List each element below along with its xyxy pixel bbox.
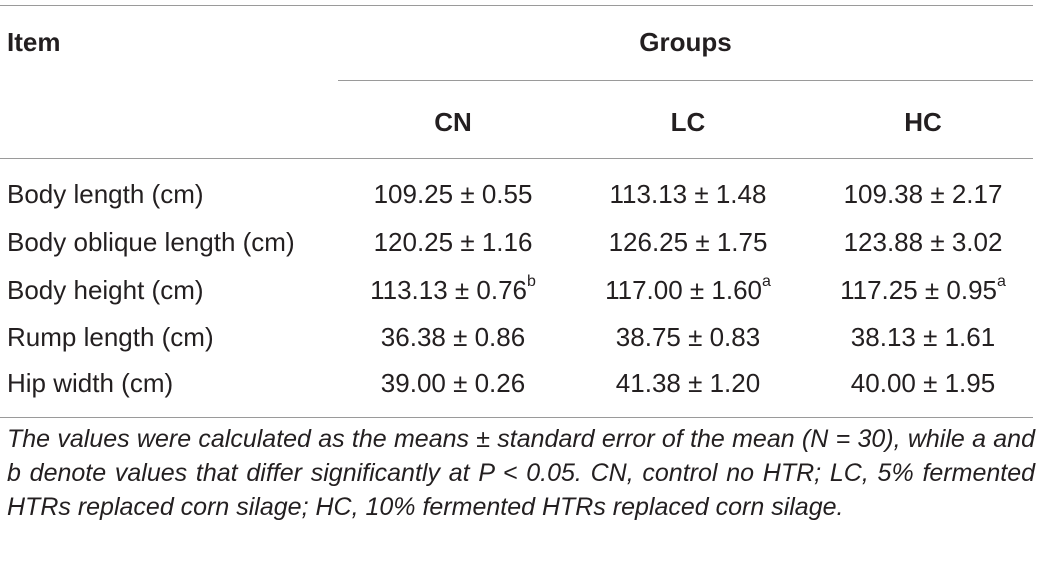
column-header-lc: LC (670, 107, 706, 137)
value-cell-cn: 36.38 ± 0.86 (380, 322, 526, 352)
value-cell-cn: 39.00 ± 0.26 (380, 368, 526, 398)
significance-letter: a (762, 273, 771, 291)
value-cell-hc: 123.88 ± 3.02 (843, 227, 1003, 257)
value-cell-lc: 113.13 ± 1.48 (609, 179, 767, 209)
significance-letter: b (527, 273, 536, 291)
item-column-header: Item (7, 27, 61, 57)
table-row: Body oblique length (cm) 120.25 ± 1.16 1… (0, 218, 1033, 266)
value-cell-lc: 41.38 ± 1.20 (615, 368, 761, 398)
value-cell-cn: 120.25 ± 1.16 (373, 227, 533, 257)
row-label: Rump length (cm) (7, 322, 214, 352)
value-cell-hc: 117.25 ± 0.95a (840, 273, 1006, 305)
row-label: Body oblique length (cm) (7, 227, 295, 257)
groups-column-header: Groups (639, 27, 732, 57)
table-top-rule (0, 5, 1033, 6)
value-cell-lc: 117.00 ± 1.60a (605, 273, 771, 305)
table-row: Rump length (cm) 36.38 ± 0.86 38.75 ± 0.… (0, 313, 1033, 361)
value-cell-lc: 126.25 ± 1.75 (608, 227, 768, 257)
value-cell-hc: 40.00 ± 1.95 (850, 368, 996, 398)
table-row: Hip width (cm) 39.00 ± 0.26 41.38 ± 1.20… (0, 359, 1033, 407)
groups-underline-rule (338, 80, 1033, 81)
table-row: Body height (cm) 113.13 ± 0.76b 117.00 ±… (0, 266, 1033, 314)
row-label: Hip width (cm) (7, 368, 174, 398)
value-cell-hc: 38.13 ± 1.61 (850, 322, 996, 352)
table-bottom-rule (0, 417, 1033, 418)
row-label: Body height (cm) (7, 275, 204, 305)
significance-letter: a (997, 273, 1006, 291)
row-label: Body length (cm) (7, 179, 204, 209)
value-cell-cn: 113.13 ± 0.76b (370, 273, 536, 305)
header-bottom-rule (0, 158, 1033, 159)
value-cell-hc: 109.38 ± 2.17 (843, 179, 1003, 209)
column-header-hc: HC (904, 107, 942, 137)
table-row: Body length (cm) 109.25 ± 0.55 113.13 ± … (0, 170, 1033, 218)
value-cell-cn: 109.25 ± 0.55 (373, 179, 533, 209)
table-footnote: The values were calculated as the means … (7, 425, 1035, 521)
value-cell-lc: 38.75 ± 0.83 (615, 322, 761, 352)
column-header-cn: CN (434, 107, 472, 137)
